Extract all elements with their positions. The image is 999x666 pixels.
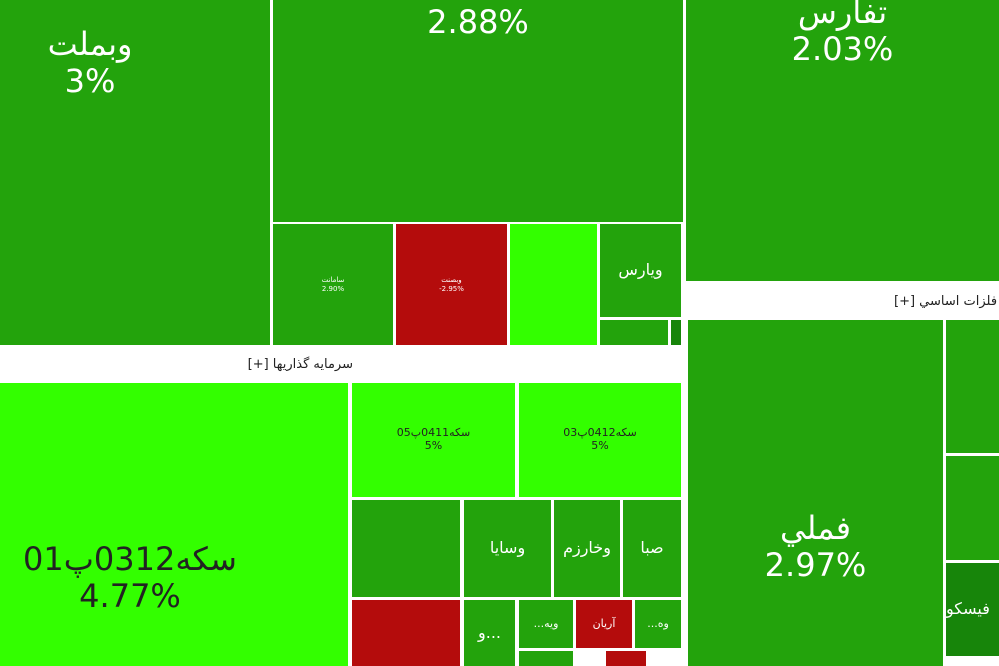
tile[interactable]: [671, 320, 681, 345]
tile-change: 2.90%: [321, 284, 345, 293]
tile-label: وبصنت: [441, 276, 462, 285]
tile[interactable]: [510, 224, 597, 345]
tile[interactable]: وبملت 3%: [0, 0, 180, 345]
tile-change: 5%: [591, 439, 609, 452]
tile[interactable]: 2.88%: [273, 0, 683, 222]
tile[interactable]: ...ويه: [519, 600, 573, 648]
tile-label: تفارس: [797, 0, 888, 31]
tile-label: فيسكو: [946, 599, 990, 619]
tile[interactable]: فيسكو: [946, 563, 999, 656]
tile-fill: [260, 383, 348, 666]
tile-change: 5%: [424, 439, 443, 452]
tile-label: ...ويه: [533, 616, 559, 630]
tile-label: و...: [478, 622, 501, 642]
tile-label: ...وه: [647, 616, 669, 630]
tile[interactable]: [519, 651, 573, 666]
tile-label: سكه0312پ01: [23, 540, 237, 578]
tile[interactable]: [352, 600, 460, 666]
tile-label: وسايا: [489, 538, 526, 558]
tile[interactable]: [600, 320, 668, 345]
tile[interactable]: سكه0312پ01 4.77%: [0, 383, 260, 666]
tile-label: سكه0411پ05: [396, 426, 471, 440]
tile[interactable]: [946, 320, 999, 453]
tile-fill: [180, 0, 270, 345]
tile[interactable]: وبصنت -2.95%: [396, 224, 507, 345]
tile-label: آريان: [592, 616, 616, 630]
tile[interactable]: سامانت 2.90%: [273, 224, 393, 345]
tile-label: سامانت: [321, 276, 345, 285]
group-header[interactable]: سرمايه گذاريها [+]: [0, 348, 683, 380]
tile[interactable]: و...: [464, 600, 515, 666]
tile-label: وخارزم: [563, 538, 611, 558]
tile-change: 4.77%: [79, 576, 181, 615]
tile-label: صبا: [640, 538, 664, 558]
tile-change: 2.03%: [791, 29, 894, 68]
tile[interactable]: فملي 2.97%: [688, 320, 943, 666]
tile[interactable]: [606, 651, 646, 666]
tile[interactable]: تفارس 2.03%: [686, 0, 999, 281]
tile-label: فملي: [779, 509, 852, 547]
tile[interactable]: [352, 500, 460, 597]
tile-change: 3%: [64, 61, 116, 100]
tile-label: وبملت: [47, 25, 133, 63]
tile-label: سكه0412پ03: [563, 426, 637, 440]
tile[interactable]: صبا: [623, 500, 681, 597]
tile-change: -2.95%: [439, 284, 464, 293]
tile[interactable]: [946, 456, 999, 560]
tile[interactable]: ...وه: [635, 600, 681, 648]
group-title: فلزات اساسي [+]: [894, 293, 998, 309]
tile-change: 2.97%: [764, 545, 867, 584]
tile-label: ويارس: [618, 260, 663, 280]
group-title: سرمايه گذاريها [+]: [247, 356, 353, 372]
tile[interactable]: سكه0411پ05 5%: [352, 383, 515, 497]
tile[interactable]: وخارزم: [554, 500, 620, 597]
tile-change: 2.88%: [427, 3, 529, 41]
tile[interactable]: سكه0412پ03 5%: [519, 383, 681, 497]
tile[interactable]: وسايا: [464, 500, 551, 597]
group-header[interactable]: فلزات اساسي [+]: [686, 285, 999, 317]
tile[interactable]: آريان: [576, 600, 632, 648]
tile[interactable]: ويارس: [600, 224, 681, 317]
